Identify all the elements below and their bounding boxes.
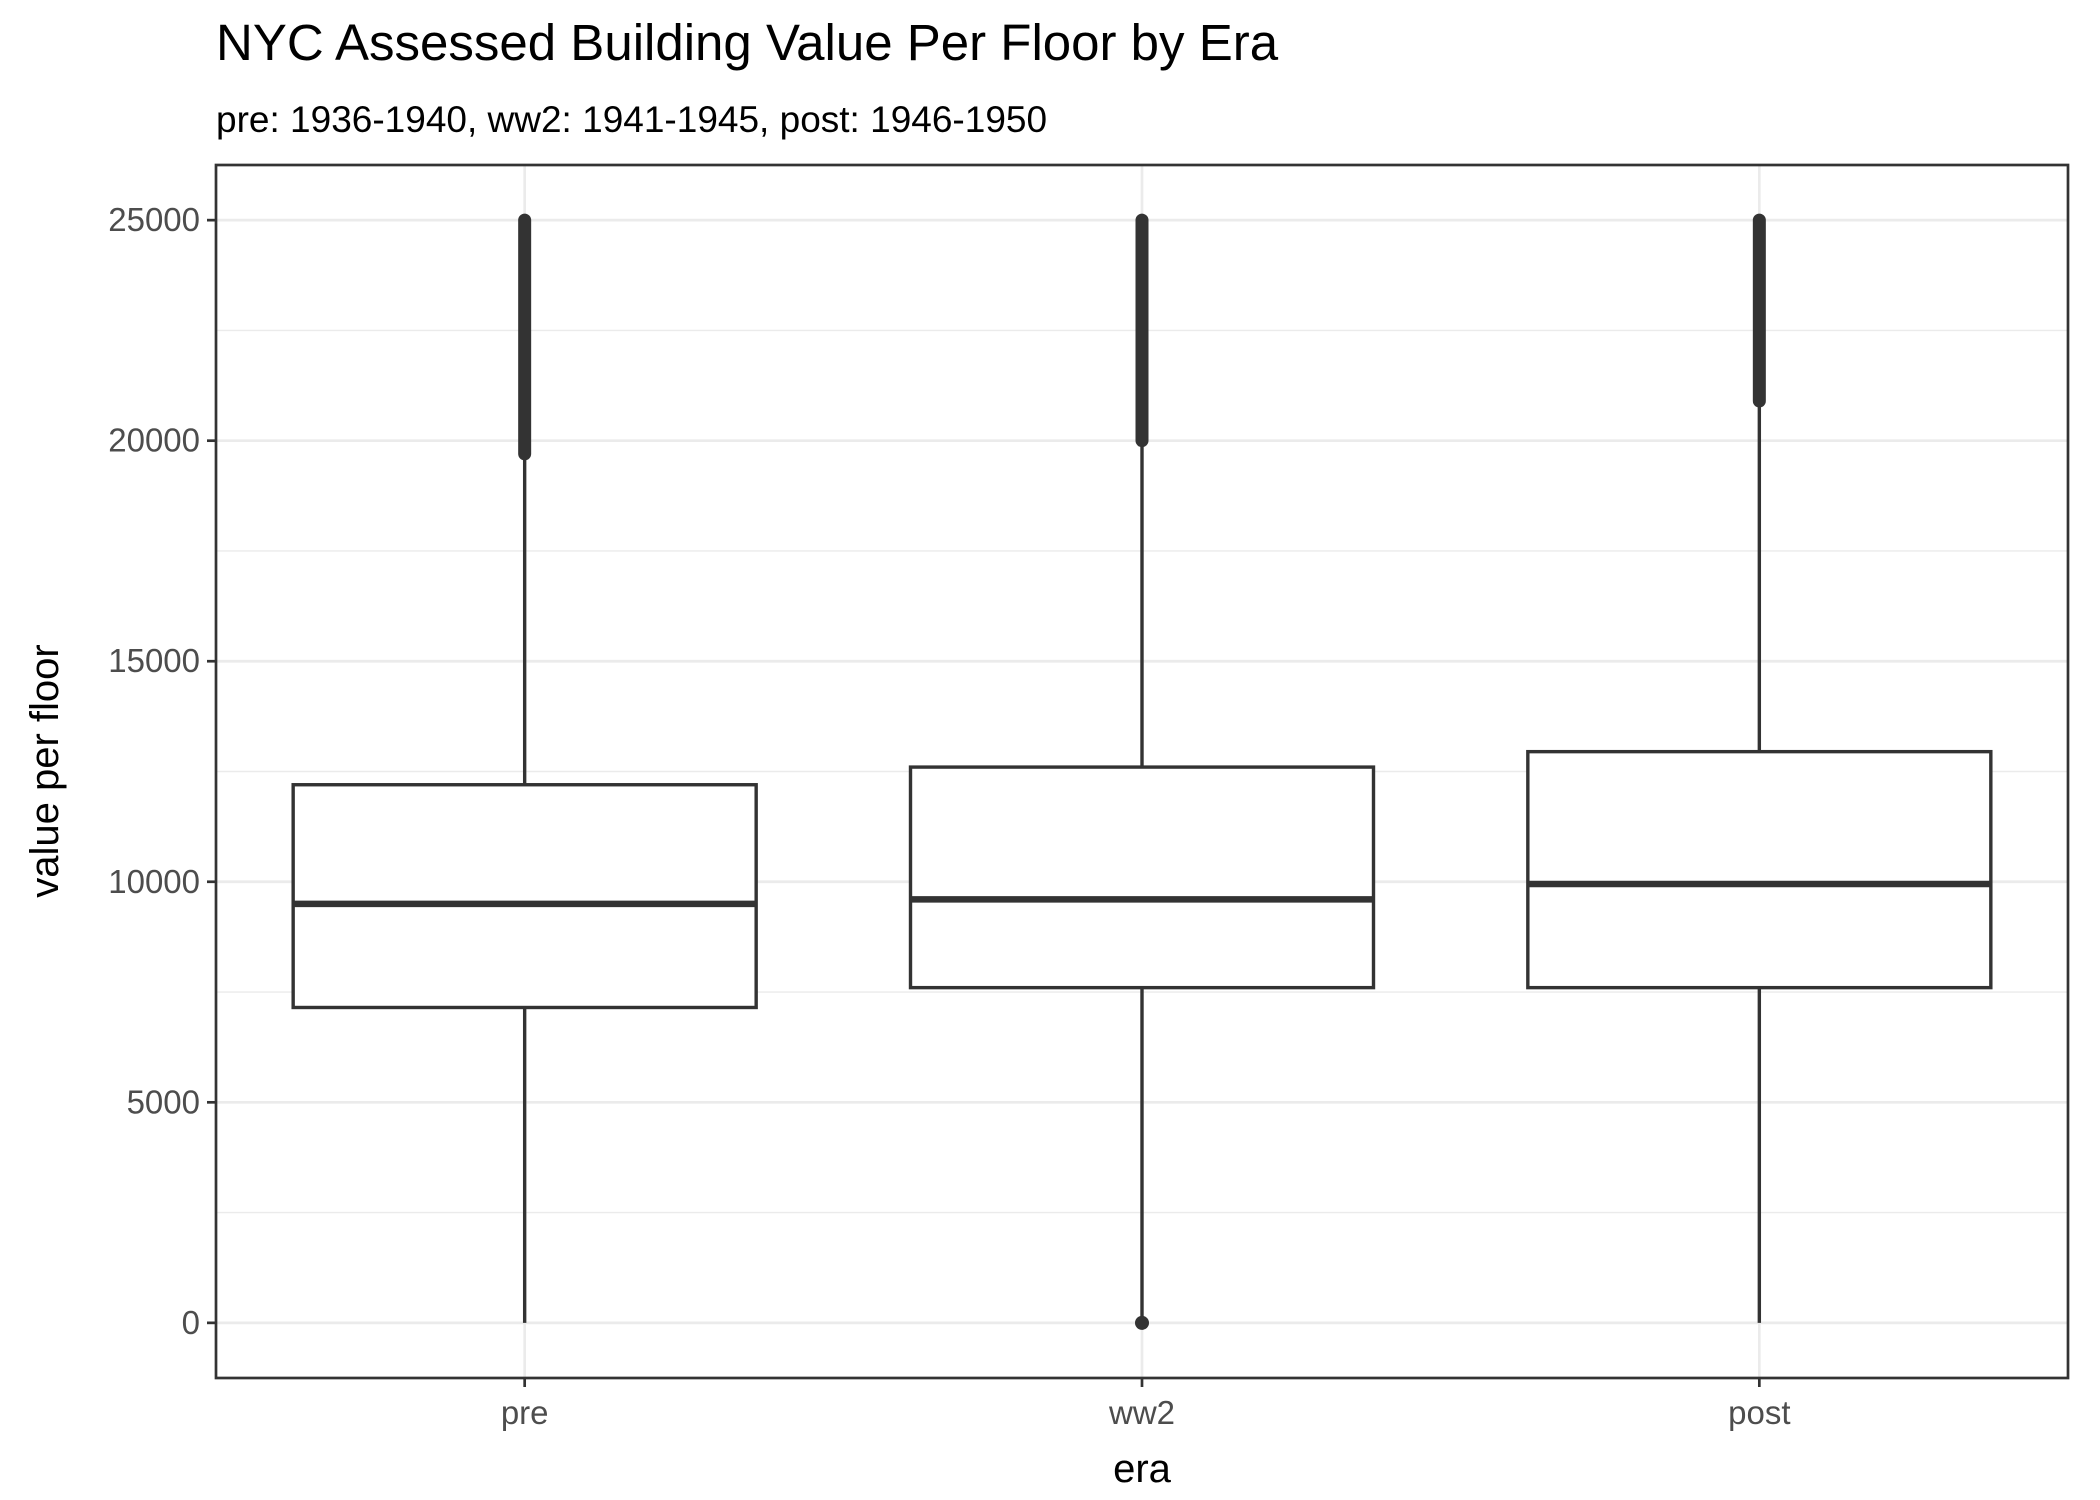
chart-title: NYC Assessed Building Value Per Floor by… — [216, 14, 1279, 71]
boxes — [291, 213, 1993, 1330]
axes: 0 5000 10000 15000 20000 25000 pre ww2 post — [108, 201, 1790, 1431]
box-ww2 — [908, 213, 1376, 1330]
y-axis-title: value per floor — [23, 644, 67, 897]
y-tick-label: 25000 — [108, 201, 200, 238]
y-tick-label: 5000 — [127, 1083, 200, 1120]
box-iqr — [908, 765, 1376, 990]
x-tick-label: ww2 — [1108, 1394, 1175, 1431]
box-iqr — [1526, 749, 1993, 990]
box-iqr — [291, 783, 758, 1010]
x-axis-title: era — [1113, 1447, 1172, 1491]
x-tick-label: post — [1728, 1394, 1790, 1431]
x-tick-label: pre — [501, 1394, 549, 1431]
box-post — [1526, 213, 1993, 1323]
low-outlier-point — [1135, 1315, 1149, 1330]
y-tick-label: 0 — [182, 1304, 200, 1341]
y-tick-label: 20000 — [108, 422, 200, 459]
box-pre — [291, 213, 758, 1323]
y-tick-label: 10000 — [108, 863, 200, 900]
chart-subtitle: pre: 1936-1940, ww2: 1941-1945, post: 19… — [216, 99, 1047, 140]
y-tick-label: 15000 — [108, 642, 200, 679]
